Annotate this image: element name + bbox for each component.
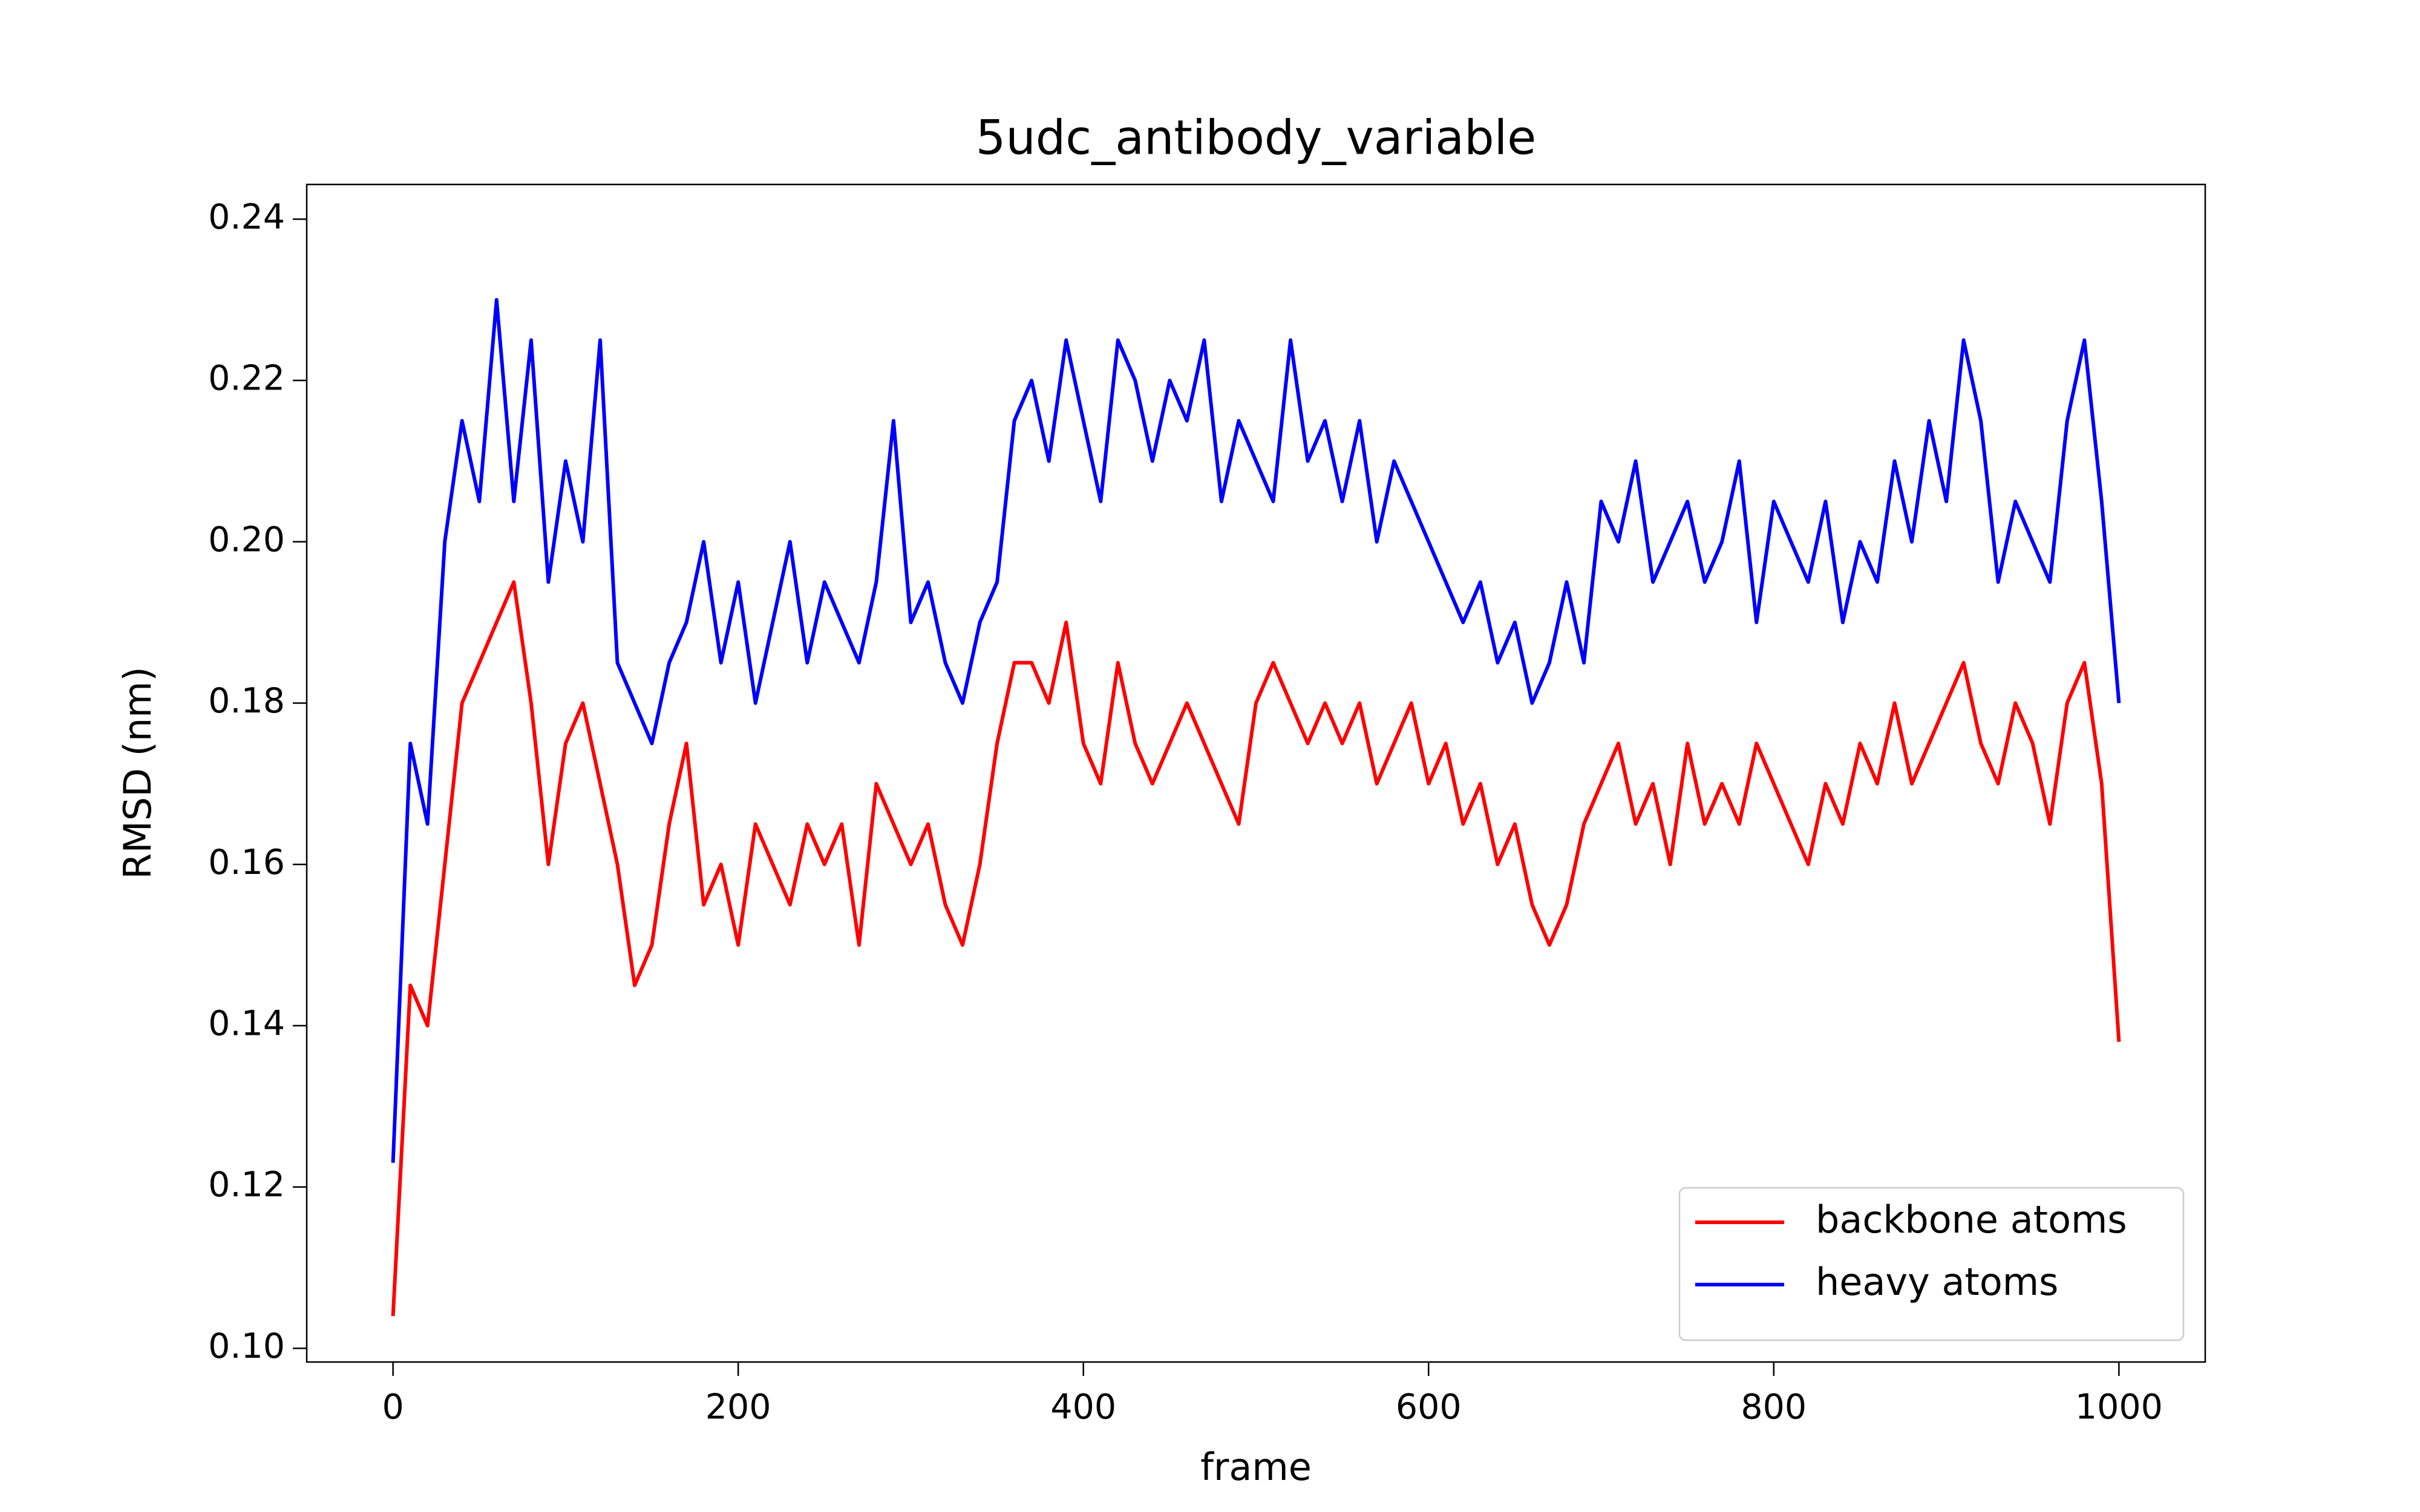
data-line xyxy=(391,580,2121,1317)
y-axis-label: RMSD (nm) xyxy=(116,666,160,879)
y-tick-label: 0.22 xyxy=(208,359,285,399)
y-tick-label: 0.18 xyxy=(208,681,285,721)
x-tick-label: 600 xyxy=(1396,1387,1462,1427)
legend-box xyxy=(1678,1187,2185,1341)
data-line xyxy=(391,298,2121,1163)
chart-title: 5udc_antibody_variable xyxy=(976,111,1537,165)
x-tick-label: 0 xyxy=(382,1387,404,1427)
plot-frame xyxy=(306,183,2206,1363)
y-tick-label: 0.14 xyxy=(208,1004,285,1044)
legend-label: backbone atoms xyxy=(1816,1198,2127,1242)
y-tick-label: 0.24 xyxy=(208,197,285,237)
x-axis-label: frame xyxy=(1200,1445,1312,1489)
x-tick-label: 1000 xyxy=(2075,1387,2163,1427)
x-tick-label: 800 xyxy=(1741,1387,1807,1427)
y-tick-label: 0.16 xyxy=(208,842,285,882)
y-tick-label: 0.20 xyxy=(208,520,285,559)
y-tick-label: 0.10 xyxy=(208,1326,285,1366)
x-tick-label: 400 xyxy=(1050,1387,1116,1427)
y-tick-label: 0.12 xyxy=(208,1165,285,1205)
legend-label: heavy atoms xyxy=(1816,1260,2058,1304)
x-tick-label: 200 xyxy=(705,1387,771,1427)
